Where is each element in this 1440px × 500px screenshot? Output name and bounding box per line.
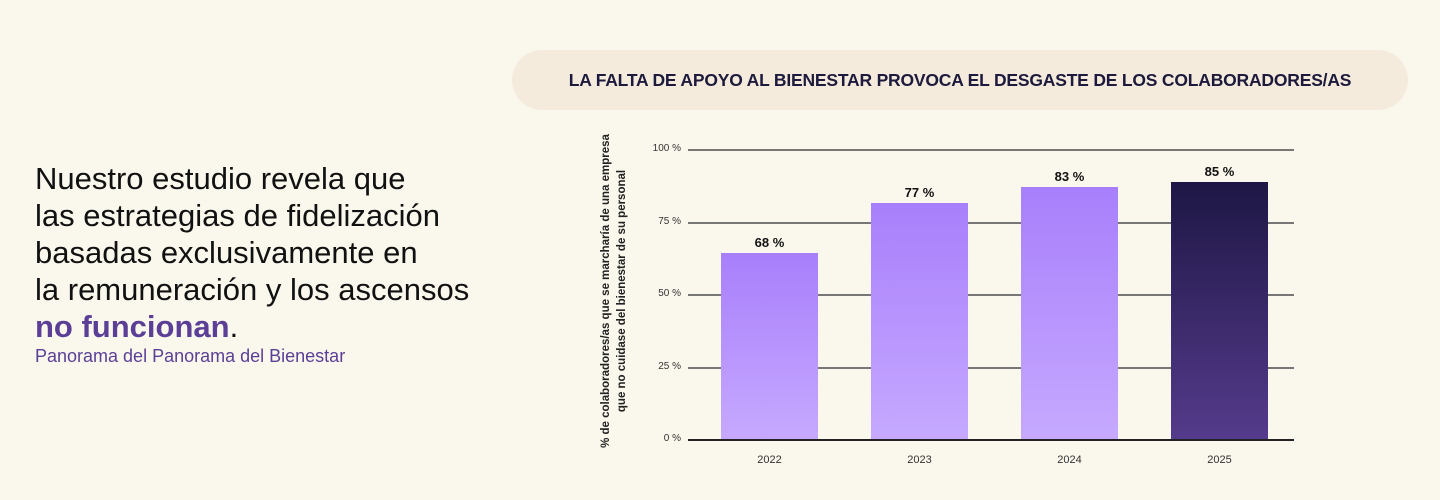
headline-line: Nuestro estudio revela que <box>35 161 406 196</box>
bar-value-label: 77 % <box>904 185 935 200</box>
x-axis-line <box>688 439 1294 441</box>
x-tick: 2025 <box>1207 454 1232 466</box>
headline: Nuestro estudio revela que las estrategi… <box>35 160 575 345</box>
y-axis-label: % de colaboradores/as que se marcharía d… <box>600 134 628 448</box>
gridline <box>688 149 1294 151</box>
headline-line-last: no funcionan. <box>35 308 575 345</box>
bar-2022 <box>721 253 818 440</box>
bar-2025 <box>1171 182 1268 440</box>
bar-2024 <box>1021 187 1118 440</box>
gridline <box>688 294 1294 296</box>
gridline <box>688 222 1294 224</box>
bar-value-label: 83 % <box>1054 169 1085 184</box>
chart-title: LA FALTA DE APOYO AL BIENESTAR PROVOCA E… <box>568 69 1352 90</box>
headline-period: . <box>229 309 239 344</box>
bar-value-label: 85 % <box>1204 164 1235 179</box>
headline-line: la remuneración y los ascensos <box>35 272 470 307</box>
bar-2023 <box>871 203 968 440</box>
headline-line: basadas exclusivamente en <box>35 235 418 270</box>
x-tick: 2024 <box>1057 454 1082 466</box>
y-tick: 100 % <box>652 143 681 154</box>
y-tick: 25 % <box>658 361 681 372</box>
gridline <box>688 367 1294 369</box>
headline-line: las estrategias de fidelización <box>35 198 440 233</box>
chart-title-pill: LA FALTA DE APOYO AL BIENESTAR PROVOCA E… <box>512 50 1408 110</box>
source-caption: Panorama del Panorama del Bienestar <box>35 346 346 366</box>
bar-value-label: 68 % <box>754 235 785 250</box>
x-tick: 2022 <box>757 454 782 466</box>
y-tick: 0 % <box>663 433 681 444</box>
y-tick: 50 % <box>658 288 681 299</box>
y-tick: 75 % <box>658 216 681 227</box>
x-tick: 2023 <box>907 454 932 466</box>
headline-highlight: no funcionan <box>35 309 230 344</box>
